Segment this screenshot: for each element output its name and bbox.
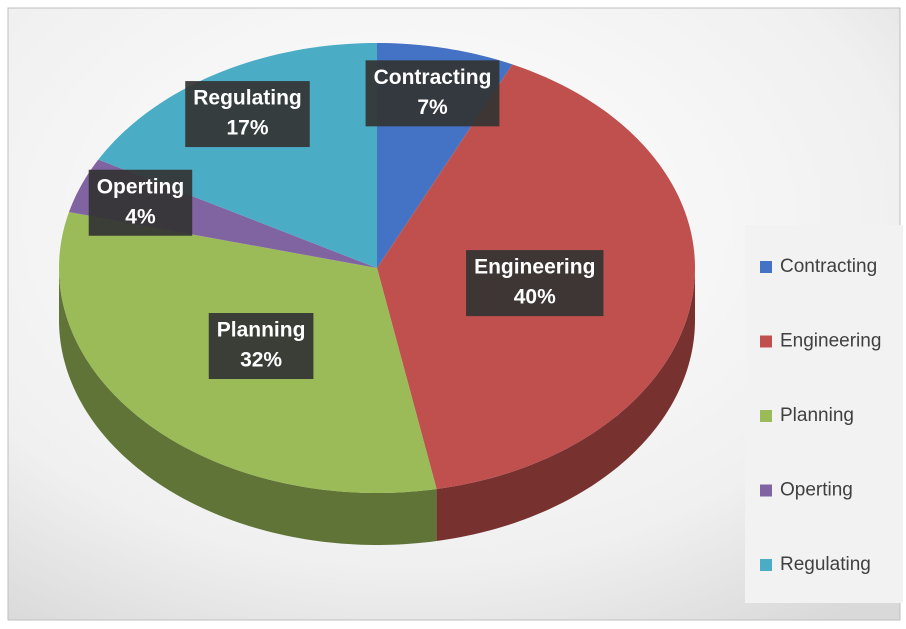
data-label-value: 32% (240, 349, 282, 372)
slice-side (59, 268, 437, 545)
legend-swatch (760, 335, 772, 348)
label-box (88, 169, 193, 236)
slice-side (436, 268, 695, 542)
label-box (185, 81, 310, 148)
legend-swatch (760, 484, 772, 497)
legend-swatch (760, 261, 772, 273)
data-label-value: 4% (125, 205, 156, 228)
data-label-name: Planning (217, 319, 306, 342)
legend-swatch (760, 559, 772, 571)
data-label-value: 40% (514, 286, 556, 309)
legend-label: Operting (780, 480, 853, 501)
label-box (208, 313, 314, 380)
legend-swatch (760, 410, 772, 422)
data-label-name: Regulating (193, 87, 302, 110)
legend-label: Planning (780, 405, 854, 426)
data-label-name: Contracting (374, 66, 492, 89)
label-box (365, 60, 500, 127)
legend-label: Engineering (780, 331, 881, 352)
data-label-name: Engineering (474, 256, 595, 279)
legend-label: Contracting (780, 256, 877, 277)
legend-label: Regulating (780, 554, 871, 575)
data-label-name: Operting (97, 175, 185, 198)
data-label-value: 17% (226, 117, 268, 140)
data-label-value: 7% (417, 96, 448, 119)
label-box (466, 250, 604, 317)
